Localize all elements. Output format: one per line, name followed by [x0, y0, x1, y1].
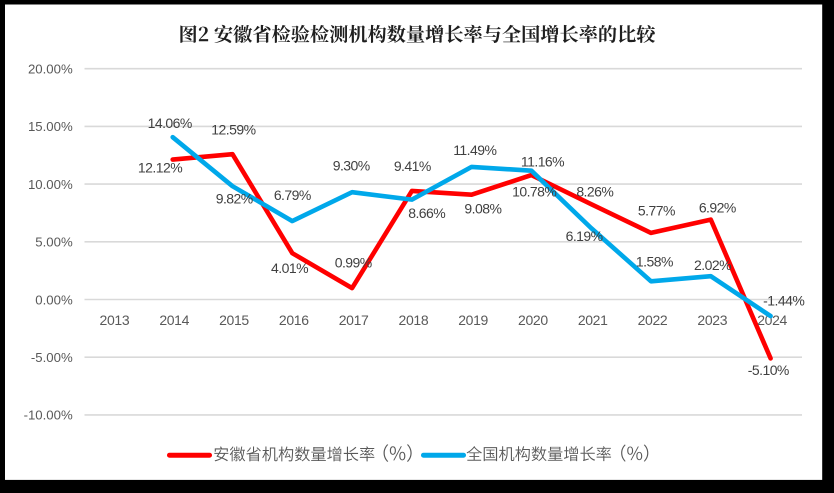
svg-text:2022: 2022 — [638, 312, 668, 328]
svg-text:2021: 2021 — [578, 312, 608, 328]
svg-text:1.58%: 1.58% — [636, 254, 673, 270]
svg-text:-1.44%: -1.44% — [763, 293, 804, 309]
svg-text:8.66%: 8.66% — [408, 205, 445, 221]
svg-text:2.02%: 2.02% — [694, 257, 731, 273]
svg-text:2015: 2015 — [219, 312, 249, 328]
svg-text:2017: 2017 — [339, 312, 369, 328]
svg-text:0.99%: 0.99% — [335, 255, 372, 271]
svg-text:2016: 2016 — [279, 312, 309, 328]
svg-text:-5.00%: -5.00% — [31, 350, 73, 365]
svg-text:2014: 2014 — [159, 312, 189, 328]
svg-text:2024: 2024 — [757, 312, 787, 328]
svg-text:12.12%: 12.12% — [138, 160, 182, 176]
svg-text:6.92%: 6.92% — [699, 200, 736, 216]
svg-text:8.26%: 8.26% — [576, 183, 613, 199]
svg-text:9.41%: 9.41% — [394, 158, 431, 174]
svg-text:-10.00%: -10.00% — [24, 408, 73, 423]
svg-text:5.00%: 5.00% — [35, 235, 73, 250]
svg-text:10.78%: 10.78% — [512, 183, 556, 199]
svg-text:20.00%: 20.00% — [28, 62, 73, 77]
svg-text:9.82%: 9.82% — [216, 190, 253, 206]
svg-text:4.01%: 4.01% — [271, 260, 308, 276]
svg-text:6.19%: 6.19% — [566, 228, 603, 244]
svg-text:10.00%: 10.00% — [28, 177, 73, 192]
svg-text:2020: 2020 — [518, 312, 548, 328]
svg-text:2013: 2013 — [100, 312, 130, 328]
svg-text:2023: 2023 — [697, 312, 727, 328]
svg-text:12.59%: 12.59% — [211, 122, 255, 138]
svg-text:5.77%: 5.77% — [638, 203, 675, 219]
svg-text:0.00%: 0.00% — [35, 292, 73, 307]
svg-text:9.30%: 9.30% — [333, 158, 370, 174]
svg-text:11.49%: 11.49% — [453, 142, 496, 158]
svg-text:2019: 2019 — [458, 312, 488, 328]
svg-text:-5.10%: -5.10% — [748, 362, 789, 378]
svg-text:11.16%: 11.16% — [521, 153, 564, 169]
svg-text:9.08%: 9.08% — [464, 201, 501, 217]
svg-text:15.00%: 15.00% — [28, 119, 73, 134]
svg-text:6.79%: 6.79% — [274, 187, 311, 203]
svg-text:2018: 2018 — [399, 312, 429, 328]
svg-text:14.06%: 14.06% — [148, 115, 192, 131]
